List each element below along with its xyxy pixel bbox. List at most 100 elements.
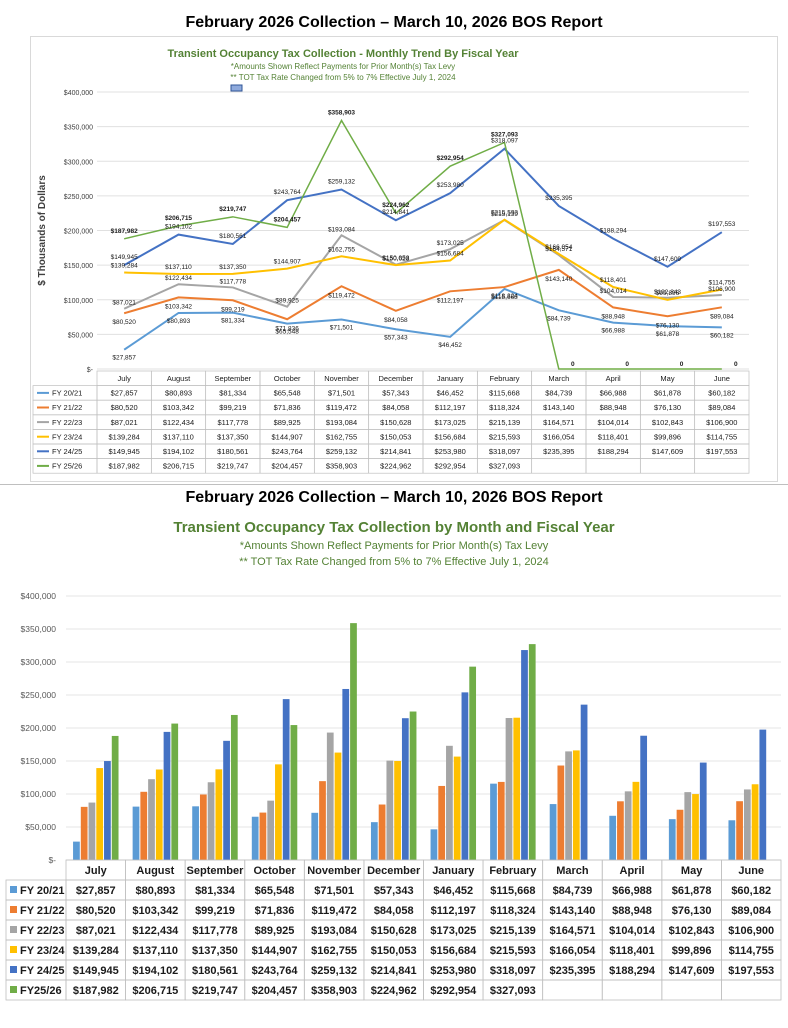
bar-6 [528,644,536,860]
line-chart-ylabel: $ Thousands of Dollars [37,175,48,286]
line-data-label: $61,878 [656,331,680,338]
bar-table-value: $204,457 [252,985,298,997]
bar-4 [751,784,759,860]
line-data-label: $147,609 [654,256,681,263]
line-chart-ytick: $200,000 [64,229,93,236]
line-table-value: $84,739 [545,389,572,398]
line-data-label: $66,988 [601,328,625,335]
line-data-label: $206,715 [165,215,192,222]
line-table-value: $112,197 [435,403,466,412]
line-data-label: $99,219 [221,306,245,313]
line-table-category: April [606,374,621,383]
bar-3 [446,745,453,860]
line-table-category: October [274,374,301,383]
bar-1 [370,822,378,860]
bar-table-value: $243,764 [252,965,299,977]
bar-table-value: $292,954 [430,985,477,997]
line-chart-subtitle-1: *Amounts Shown Reflect Payments for Prio… [231,62,455,71]
bar-5 [282,699,290,860]
bar-table-value: $60,182 [731,885,771,897]
line-data-label: $149,945 [111,254,138,261]
line-chart-ytick: $250,000 [64,194,93,201]
bar-2 [319,781,326,860]
bar-table-value: $162,755 [311,945,357,957]
bar-table-value: $149,945 [73,965,119,977]
line-table-value: $162,755 [326,432,357,441]
line-data-label: 0 [571,361,575,368]
line-data-label: $81,334 [221,318,245,325]
bar-table-value: $187,982 [73,985,119,997]
bar-4 [692,794,699,860]
bar-table-category: January [432,865,475,877]
bar-legend-label: FY 22/23 [20,925,64,937]
line-table-value: $187,982 [109,462,140,471]
line-table-value: $99,896 [654,432,681,441]
bar-table-cell [661,979,722,1001]
line-table-value: $292,954 [435,462,466,471]
line-table-value: $156,684 [435,432,466,441]
bar-legend-key [10,966,17,973]
line-data-label: $106,900 [708,286,735,293]
line-data-label: $46,452 [438,342,462,349]
line-series-2 [123,268,722,321]
line-data-label: $219,747 [219,206,246,213]
bar-chart-panel: Transient Occupancy Tax Collection by Mo… [0,512,788,1022]
bar-legend-label: FY 20/21 [20,885,64,897]
line-chart: Transient Occupancy Tax Collection - Mon… [32,48,750,474]
line-data-label: $60,182 [710,332,734,339]
bar-2 [80,806,88,860]
line-data-label: $57,343 [384,334,408,341]
bar-5 [223,740,230,860]
bar-4 [572,750,580,860]
bar-table-value: $147,609 [669,965,715,977]
line-table-value: $224,962 [380,462,411,471]
report-heading-top: February 2026 Collection – March 10, 202… [185,14,603,31]
line-table-value: $137,110 [163,432,194,441]
bar-4 [632,781,640,860]
line-table-category: September [214,374,251,383]
line-table-value: $197,553 [706,447,737,456]
bar-chart-subtitle-1: *Amounts Shown Reflect Payments for Prio… [240,540,549,552]
bar-table-value: $259,132 [311,965,357,977]
bar-3 [148,779,155,860]
line-data-label: $103,342 [165,303,192,310]
line-data-label: $235,395 [545,195,572,202]
bar-legend-label: FY 21/22 [20,905,64,917]
line-table-value: $215,593 [489,432,520,441]
line-table-value: $114,755 [706,432,737,441]
line-data-label: $84,739 [547,315,571,322]
bar-4 [394,760,401,860]
line-table-value: $150,628 [380,418,411,427]
line-table-value: $27,857 [111,389,138,398]
bar-table-value: $206,715 [132,985,178,997]
line-data-label: $102,843 [654,289,681,296]
line-table-value: $188,294 [598,447,629,456]
bar-chart: Transient Occupancy Tax Collection by Mo… [5,519,782,1001]
bar-table-cell [542,979,603,1001]
bar-table-cell [601,979,663,1001]
bar-6 [350,623,357,860]
bar-2 [438,785,446,860]
line-data-label: $166,054 [545,244,572,251]
line-data-label: $187,982 [111,228,138,235]
bar-4 [453,756,461,860]
report-heading-bottom: February 2026 Collection – March 10, 202… [185,489,603,506]
bar-table-value: $76,130 [672,905,712,917]
line-table-value: $180,561 [217,447,248,456]
bar-table-value: $197,553 [728,965,774,977]
bar-table-value: $150,053 [371,945,417,957]
bar-2 [736,801,743,860]
bar-table-value: $102,843 [669,925,715,937]
line-data-label: $164,571 [545,246,572,253]
bar-table-value: $122,434 [132,925,179,937]
line-series-4 [124,218,723,301]
bar-table-value: $144,907 [252,945,298,957]
bar-1 [549,804,557,860]
bar-1 [73,841,80,860]
line-table-value: $139,284 [109,432,140,441]
line-table-value: $259,132 [326,447,357,456]
line-table-value: $84,058 [382,403,409,412]
line-table-value: $118,324 [489,403,520,412]
bar-6 [111,735,119,860]
bar-table-value: $327,093 [490,985,536,997]
